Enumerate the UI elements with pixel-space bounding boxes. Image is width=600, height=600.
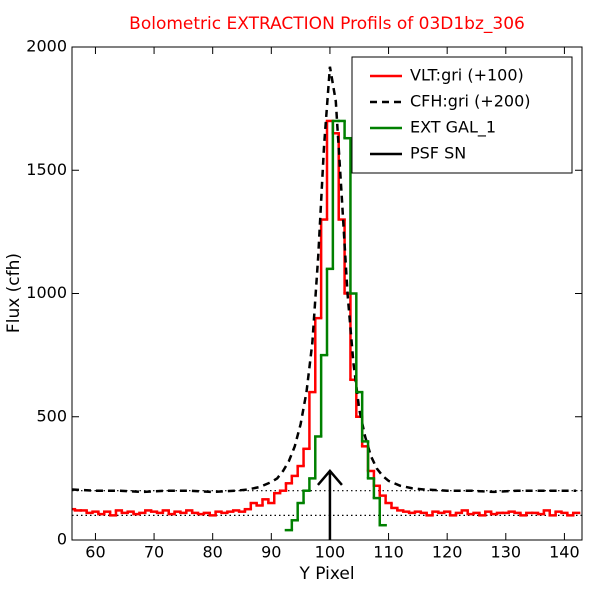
y-tick-label: 0 — [57, 530, 67, 549]
x-tick-label: 110 — [373, 543, 404, 562]
legend-label: VLT:gri (+100) — [410, 66, 524, 85]
x-tick-label: 80 — [203, 543, 223, 562]
chart-title: Bolometric EXTRACTION Profils of 03D1bz_… — [129, 14, 525, 34]
x-tick-label: 70 — [144, 543, 164, 562]
x-tick-label: 120 — [432, 543, 463, 562]
arrow — [316, 469, 343, 540]
y-axis-label: Flux (cfh) — [4, 253, 24, 333]
y-tick-label: 1500 — [26, 160, 67, 179]
x-tick-label: 100 — [315, 543, 346, 562]
legend-label: PSF SN — [410, 144, 466, 163]
y-tick-label: 500 — [36, 406, 67, 425]
legend-label: CFH:gri (+200) — [410, 92, 531, 111]
x-tick-label: 90 — [261, 543, 281, 562]
y-tick-label: 1000 — [26, 283, 67, 302]
x-tick-label: 140 — [549, 543, 580, 562]
x-tick-label: 130 — [491, 543, 522, 562]
line — [72, 66, 577, 494]
y-tick-label: 2000 — [26, 37, 67, 56]
legend-label: EXT GAL_1 — [410, 118, 496, 138]
x-tick-label: 60 — [85, 543, 105, 562]
x-axis-label: Y Pixel — [298, 564, 354, 584]
